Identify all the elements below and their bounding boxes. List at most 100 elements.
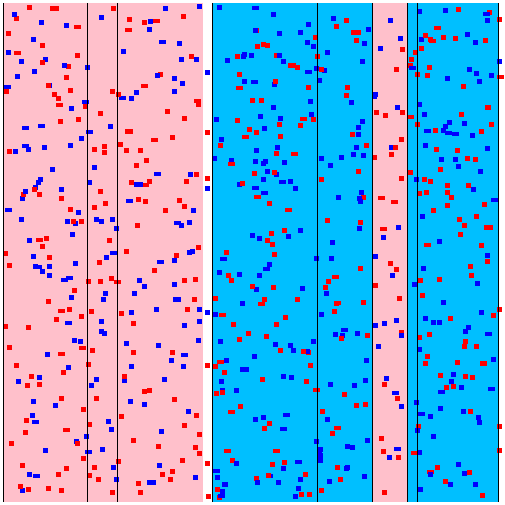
- red-dot: [291, 63, 296, 68]
- red-dot: [278, 348, 283, 353]
- red-dot: [125, 28, 132, 32]
- red-dot: [303, 472, 308, 477]
- red-dot: [462, 344, 467, 349]
- red-dot: [165, 109, 170, 114]
- blue-dot: [390, 273, 395, 278]
- blue-dot: [345, 465, 350, 470]
- blue-dot: [99, 319, 104, 324]
- blue-dot: [213, 469, 220, 473]
- red-dot: [270, 462, 275, 467]
- red-dot: [480, 493, 485, 498]
- blue-dot: [398, 36, 403, 41]
- red-dot: [116, 92, 121, 97]
- blue-dot: [79, 136, 84, 141]
- red-dot: [429, 39, 436, 43]
- blue-dot: [384, 376, 389, 381]
- red-dot: [119, 414, 124, 419]
- red-dot: [26, 325, 31, 330]
- blue-dot: [473, 40, 478, 45]
- red-dot: [307, 492, 312, 497]
- red-dot: [144, 158, 149, 163]
- red-dot: [189, 54, 194, 59]
- blue-dot: [110, 217, 115, 222]
- red-dot: [255, 44, 260, 49]
- red-dot: [411, 451, 418, 455]
- red-dot: [194, 172, 199, 177]
- red-dot: [181, 14, 186, 19]
- blue-dot: [485, 253, 490, 258]
- red-dot: [259, 98, 264, 103]
- blue-dot: [181, 353, 188, 357]
- blue-dot: [240, 367, 245, 372]
- red-dot: [350, 132, 355, 137]
- red-dot: [408, 170, 413, 175]
- red-dot: [497, 75, 504, 79]
- blue-dot: [289, 375, 294, 380]
- red-dot: [26, 487, 31, 492]
- red-dot: [215, 487, 220, 492]
- blue-dot: [73, 261, 78, 266]
- red-dot: [81, 456, 86, 461]
- red-dot: [265, 43, 270, 48]
- blue-dot: [485, 332, 492, 336]
- red-dot: [269, 231, 274, 236]
- blue-dot: [318, 453, 323, 458]
- red-dot: [274, 53, 279, 58]
- blue-dot: [114, 226, 119, 231]
- blue-dot: [350, 445, 355, 450]
- blue-dot: [205, 186, 210, 191]
- blue-dot: [277, 31, 282, 36]
- blue-dot: [305, 349, 310, 354]
- blue-dot: [254, 287, 259, 292]
- blue-dot: [32, 420, 39, 424]
- blue-dot: [193, 475, 198, 480]
- red-dot: [295, 65, 300, 70]
- blue-dot: [373, 254, 378, 259]
- stripe-pink: [372, 3, 407, 502]
- blue-dot: [254, 148, 259, 153]
- red-dot: [79, 314, 84, 319]
- red-dot: [364, 143, 369, 148]
- blue-dot: [249, 53, 254, 58]
- red-dot: [160, 472, 165, 477]
- red-dot: [36, 238, 43, 242]
- blue-dot: [388, 18, 393, 23]
- blue-dot: [12, 12, 17, 17]
- red-dot: [291, 152, 298, 156]
- blue-dot: [352, 383, 357, 388]
- red-dot: [182, 116, 187, 121]
- blue-dot: [422, 112, 427, 117]
- blue-dot: [456, 164, 461, 169]
- red-dot: [262, 426, 267, 431]
- blue-dot: [322, 68, 327, 73]
- red-dot: [441, 35, 446, 40]
- blue-dot: [438, 390, 445, 394]
- red-dot: [98, 111, 103, 116]
- stripe-cyan: [407, 3, 498, 502]
- red-dot: [116, 459, 121, 464]
- blue-dot: [39, 20, 44, 25]
- red-dot: [63, 428, 70, 432]
- blue-dot: [94, 217, 99, 222]
- red-dot: [23, 430, 28, 435]
- red-dot: [182, 204, 187, 209]
- red-dot: [466, 183, 471, 188]
- red-dot: [138, 490, 143, 495]
- blue-dot: [358, 199, 363, 204]
- blue-dot: [66, 276, 73, 280]
- blue-dot: [38, 124, 45, 128]
- red-dot: [361, 195, 366, 200]
- red-dot: [334, 426, 341, 430]
- red-dot: [254, 476, 259, 481]
- red-dot: [83, 104, 88, 109]
- blue-dot: [31, 37, 36, 42]
- blue-dot: [218, 339, 223, 344]
- red-dot: [59, 396, 64, 401]
- red-dot: [319, 67, 324, 72]
- blue-dot: [317, 78, 322, 83]
- blue-dot: [396, 225, 401, 230]
- blue-dot: [196, 338, 201, 343]
- red-dot: [335, 465, 340, 470]
- red-dot: [68, 88, 73, 93]
- blue-dot: [261, 191, 268, 195]
